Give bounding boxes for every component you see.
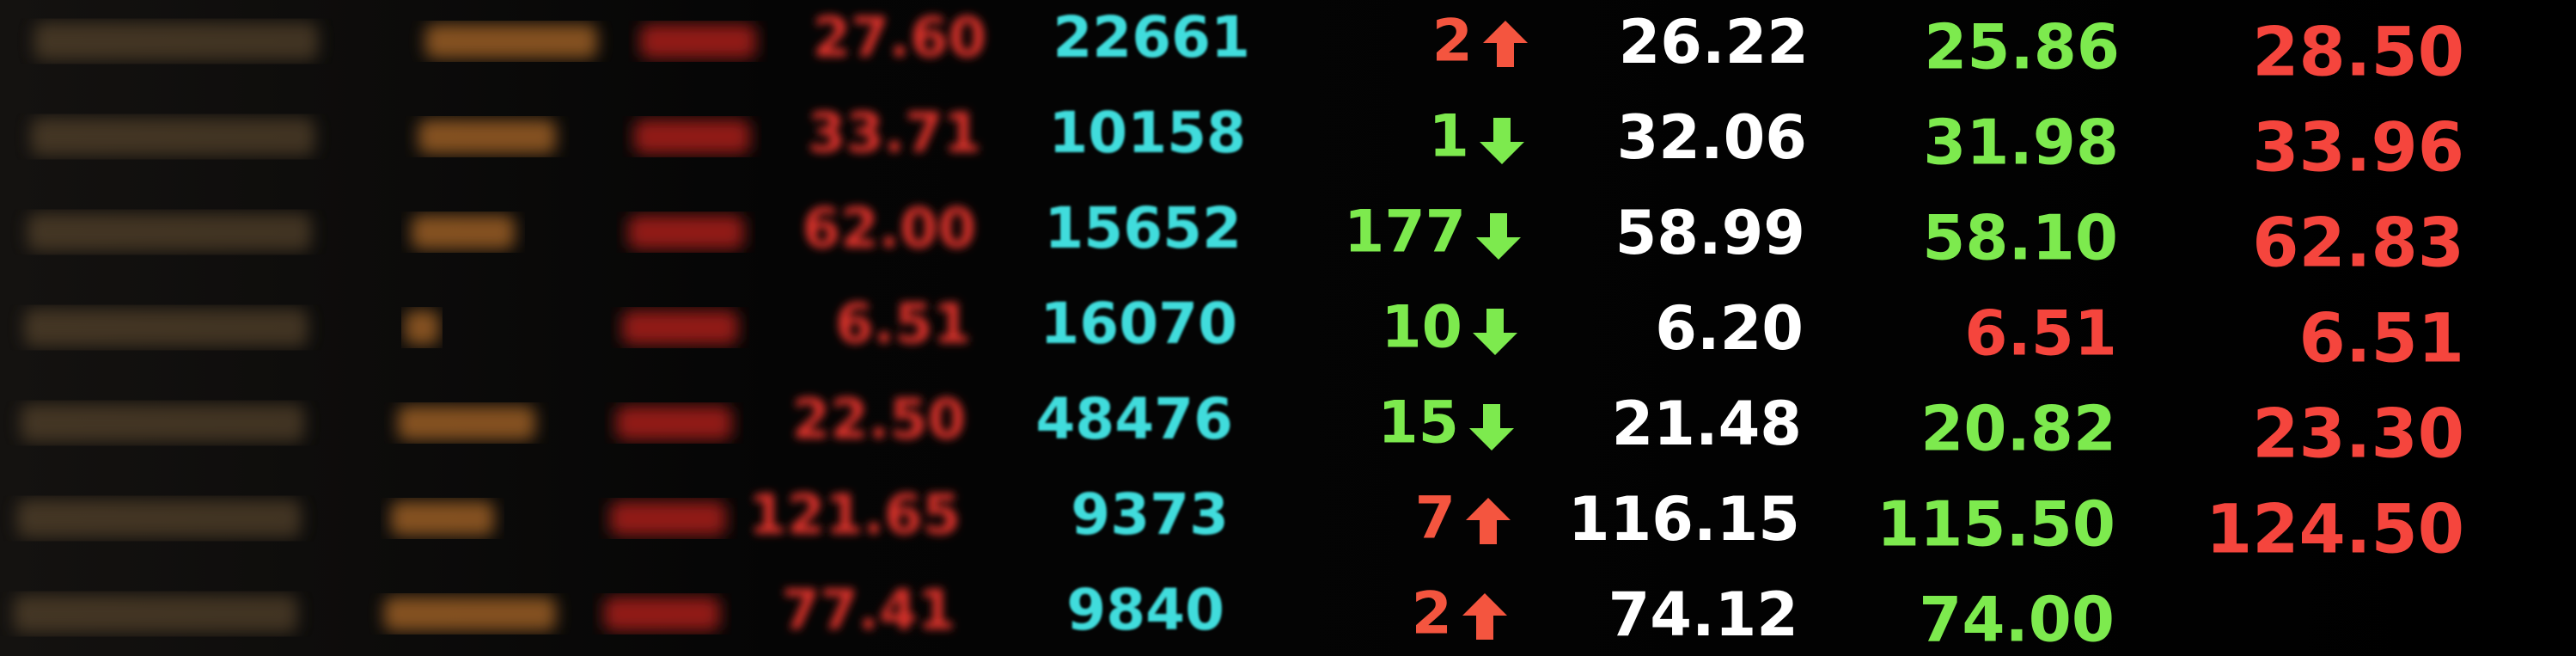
change-text: 15: [1377, 389, 1459, 457]
bid-text: 25.86: [1924, 11, 2120, 83]
bid-text: 74.00: [1919, 584, 2115, 656]
blurred-code: [425, 24, 597, 58]
bid-text: 58.10: [1922, 202, 2118, 274]
blurred-label: [27, 213, 311, 251]
bid-text: 31.98: [1923, 107, 2119, 179]
volume-text: 48476: [1035, 386, 1233, 452]
last-text: 26.22: [1619, 7, 1809, 77]
blurred-text: 27.60: [813, 7, 986, 71]
last-text: 6.20: [1655, 293, 1804, 364]
bid-text: 20.82: [1920, 393, 2116, 465]
blurred-code: [412, 215, 515, 249]
change-text: 2: [1412, 580, 1452, 648]
ask-text: 62.83: [2252, 205, 2464, 282]
change-text: 1: [1429, 103, 1469, 171]
arrow-up: [1483, 21, 1528, 67]
blurred-label: [31, 118, 314, 156]
blurred-label: [17, 500, 301, 537]
last-text: 32.06: [1617, 102, 1807, 173]
change-text: 10: [1381, 294, 1462, 362]
arrow-down: [1480, 118, 1524, 164]
arrow-up: [1466, 498, 1511, 544]
blurred-percent: [622, 310, 738, 345]
blurred-text: 62.00: [803, 198, 976, 261]
blurred-code: [384, 597, 556, 631]
last-text: 21.48: [1612, 389, 1802, 459]
blurred-text: 33.71: [808, 102, 981, 166]
ask-text: 28.50: [2252, 14, 2464, 91]
blurred-percent: [610, 501, 726, 536]
volume-text: 9840: [1066, 577, 1224, 643]
blurred-code: [418, 120, 556, 154]
volume-text: 10158: [1048, 100, 1246, 166]
last-text: 116.15: [1568, 484, 1800, 555]
bid-text: 6.51: [1964, 297, 2117, 370]
blurred-text: 77.41: [782, 579, 955, 643]
bid-text: 115.50: [1877, 488, 2115, 561]
blurred-code: [391, 501, 494, 536]
change-text: 177: [1344, 199, 1466, 267]
volume-text: 15652: [1044, 195, 1242, 261]
change-text: 7: [1415, 485, 1456, 553]
blurred-label: [34, 22, 318, 60]
ask-text: 33.96: [2252, 109, 2464, 187]
blurred-text: 22.50: [792, 389, 966, 452]
blurred-label: [21, 404, 304, 442]
blurred-label: [24, 309, 308, 346]
blurred-code: [398, 406, 535, 440]
volume-text: 9373: [1071, 481, 1229, 548]
ask-text: 6.51: [2299, 300, 2464, 377]
ask-text: 124.50: [2206, 491, 2464, 568]
blurred-percent: [616, 406, 732, 440]
last-text: 74.12: [1608, 579, 1798, 650]
blurred-percent: [604, 597, 720, 631]
blurred-text: 121.65: [748, 484, 961, 548]
blurred-percent: [634, 120, 750, 154]
arrow-down: [1469, 404, 1514, 451]
blurred-code: [405, 310, 439, 345]
change-text: 2: [1432, 8, 1473, 76]
blurred-percent: [628, 215, 744, 249]
blurred-label: [14, 595, 297, 633]
volume-text: 16070: [1040, 291, 1237, 357]
blurred-percent: [640, 24, 756, 58]
arrow-down: [1473, 309, 1517, 355]
volume-text: 22661: [1053, 4, 1250, 71]
blurred-text: 6.51: [835, 293, 971, 357]
ask-text: 23.30: [2252, 395, 2464, 473]
last-text: 58.99: [1615, 198, 1805, 268]
arrow-up: [1462, 593, 1507, 640]
arrow-down: [1476, 213, 1521, 260]
